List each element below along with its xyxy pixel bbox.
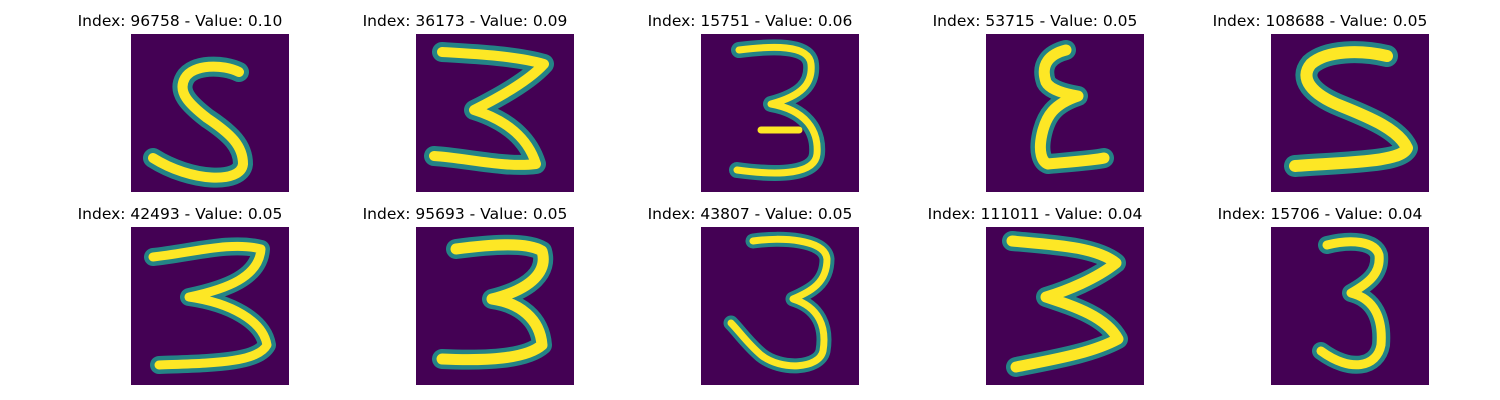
panel-title: Index: 96758 - Value: 0.10 — [77, 12, 283, 30]
digit-image — [986, 227, 1144, 385]
digit-image — [701, 34, 859, 192]
digit-image — [131, 34, 289, 192]
panel-2: Index: 36173 - Value: 0.09 — [315, 0, 615, 193]
panel-title: Index: 53715 - Value: 0.05 — [932, 12, 1138, 30]
digit-image — [416, 34, 574, 192]
digit-image — [131, 227, 289, 385]
panel-title: Index: 95693 - Value: 0.05 — [362, 205, 568, 223]
digit-image — [416, 227, 574, 385]
panel-title: Index: 15751 - Value: 0.06 — [647, 12, 853, 30]
digit-image — [986, 34, 1144, 192]
panel-1: Index: 96758 - Value: 0.10 — [30, 0, 330, 193]
panel-title: Index: 36173 - Value: 0.09 — [362, 12, 568, 30]
panel-6: Index: 42493 - Value: 0.05 — [30, 193, 330, 386]
panel-title: Index: 111011 - Value: 0.04 — [927, 205, 1143, 223]
panel-title: Index: 43807 - Value: 0.05 — [647, 205, 853, 223]
panel-title: Index: 42493 - Value: 0.05 — [77, 205, 283, 223]
panel-8: Index: 43807 - Value: 0.05 — [600, 193, 900, 386]
panel-10: Index: 15706 - Value: 0.04 — [1170, 193, 1470, 386]
panel-9: Index: 111011 - Value: 0.04 — [885, 193, 1185, 386]
panel-5: Index: 108688 - Value: 0.05 — [1170, 0, 1470, 193]
panel-title: Index: 108688 - Value: 0.05 — [1212, 12, 1428, 30]
digit-image — [1271, 227, 1429, 385]
panel-7: Index: 95693 - Value: 0.05 — [315, 193, 615, 386]
panel-4: Index: 53715 - Value: 0.05 — [885, 0, 1185, 193]
panel-title: Index: 15706 - Value: 0.04 — [1217, 205, 1423, 223]
digit-image — [1271, 34, 1429, 192]
digit-image — [701, 227, 859, 385]
panel-3: Index: 15751 - Value: 0.06 — [600, 0, 900, 193]
